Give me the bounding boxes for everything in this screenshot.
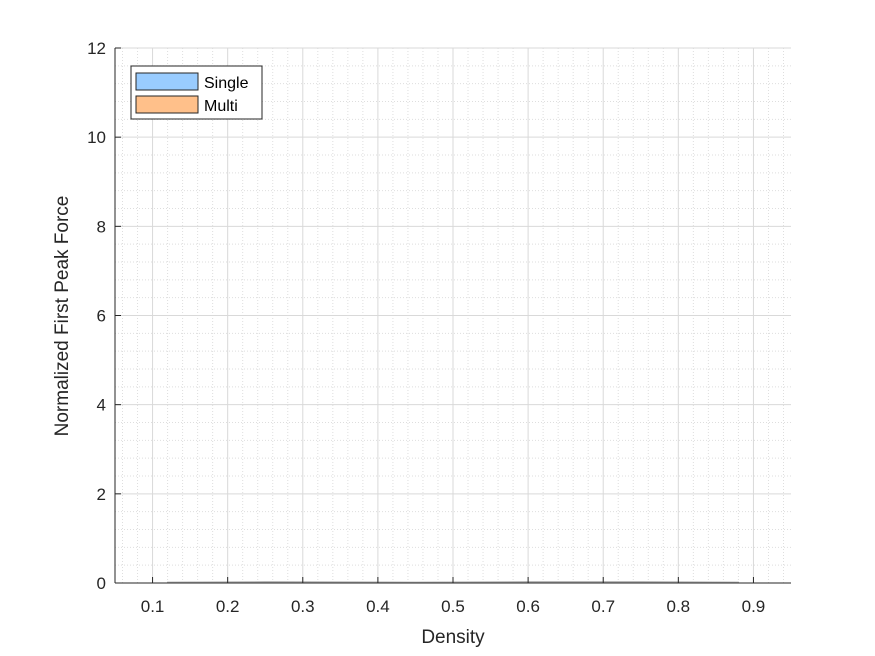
legend-label-multi: Multi [204,98,238,115]
x-tick-label: 0.4 [366,597,390,616]
y-tick-label: 12 [87,39,106,58]
x-axis-ticks: 0.1 0.2 0.3 0.4 0.5 0.6 0.7 0.8 0.9 [141,577,766,616]
y-tick-label: 10 [87,128,106,147]
y-tick-label: 6 [97,307,106,326]
x-tick-label: 0.7 [591,597,615,616]
x-tick-label: 0.5 [441,597,465,616]
y-axis-ticks: 0 2 4 6 8 10 12 [87,39,121,593]
y-axis-label: Normalized First Peak Force [52,196,73,437]
y-tick-label: 8 [97,217,106,236]
legend[interactable]: Single Multi [130,65,263,120]
y-tick-label: 0 [97,574,106,593]
y-tick-label: 2 [97,485,106,504]
x-tick-label: 0.3 [291,597,315,616]
x-axis-label: Density [421,627,485,648]
major-grid [115,47,791,583]
y-tick-label: 4 [97,396,106,415]
legend-swatch-multi [135,95,199,114]
legend-swatch-single [135,72,199,91]
x-tick-label: 0.2 [216,597,240,616]
x-tick-label: 0.6 [516,597,540,616]
legend-label-single: Single [204,75,249,92]
x-tick-label: 0.1 [141,597,165,616]
x-tick-label: 0.8 [667,597,691,616]
x-tick-label: 0.9 [742,597,766,616]
